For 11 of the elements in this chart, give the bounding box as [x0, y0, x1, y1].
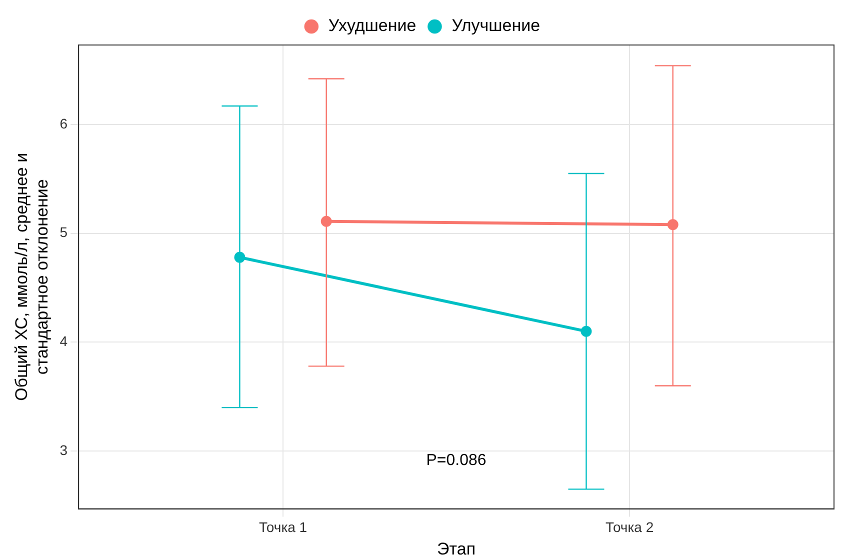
x-tick-label: Точка 2: [605, 519, 654, 536]
legend-label: Улучшение: [452, 16, 540, 36]
x-axis-title: Этап: [437, 539, 476, 558]
annotation: P=0.086: [426, 452, 486, 470]
y-tick-label: 6: [60, 115, 68, 132]
x-tick-label: Точка 1: [258, 519, 308, 536]
y-tick-label: 5: [60, 224, 68, 240]
y-axis-title: Общий ХС, ммоль/л, среднее и стандартное отклонение: [12, 152, 52, 401]
legend-label: Ухудшение: [328, 16, 416, 36]
y-tick-label: 4: [60, 333, 68, 350]
y-tick-label: 3: [60, 442, 68, 458]
